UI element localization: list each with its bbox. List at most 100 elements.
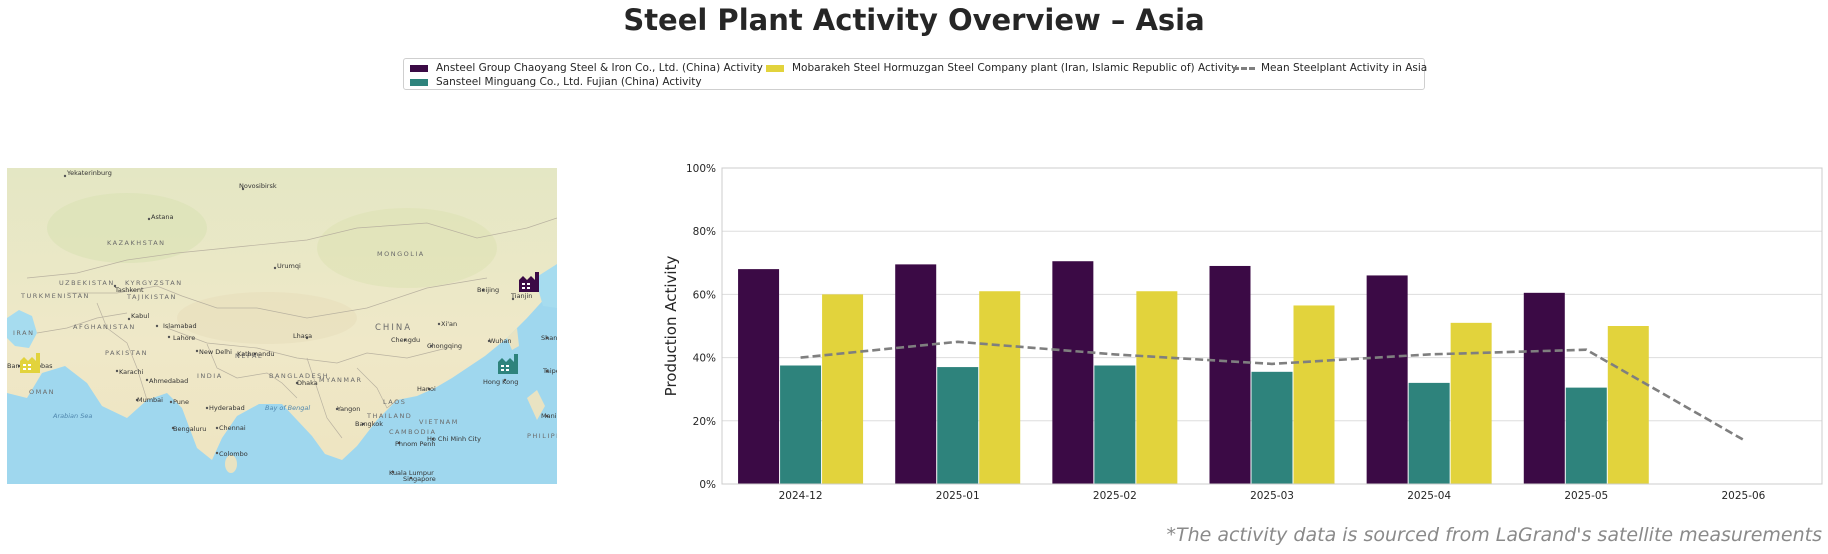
bar	[937, 367, 979, 484]
y-axis-label: Production Activity	[662, 256, 680, 397]
map-region-cambodia: CAMBODIA	[389, 428, 436, 436]
map-city-shanghai: Shanghai	[541, 334, 557, 342]
map-city-manila: Manila	[541, 412, 557, 420]
map-city-yekaterinburg: Yekaterinburg	[66, 169, 112, 177]
map-city-yangon: Yangon	[336, 405, 360, 413]
map-city-lhasa: Lhasa	[293, 332, 312, 340]
x-tick-label: 2025-01	[936, 490, 980, 502]
mean-line-layer	[800, 340, 1745, 441]
map-region-uzbekistan: UZBEKISTAN	[59, 279, 115, 287]
map-city-taipei: Taipei	[542, 367, 557, 375]
chart-legend: Ansteel Group Chaoyang Steel & Iron Co.,…	[403, 58, 1427, 90]
legend-item-mean: Mean Steelplant Activity in Asia	[1233, 61, 1427, 75]
map-region-kazakhstan: KAZAKHSTAN	[107, 239, 166, 247]
y-tick-label: 80%	[693, 226, 716, 238]
map-city-kuala-lumpur: Kuala Lumpur	[389, 469, 434, 477]
legend-item-sansteel: Sansteel Minguang Co., Ltd. Fujian (Chin…	[410, 75, 702, 89]
map-region-vietnam: VIETNAM	[419, 418, 459, 426]
map-city-lahore: Lahore	[173, 334, 195, 342]
x-tick-label: 2024-12	[779, 490, 823, 502]
bar	[1251, 371, 1293, 484]
map-city-new-delhi: New Delhi	[199, 348, 232, 356]
map-taiwan	[507, 328, 519, 350]
legend-item-ansteel: Ansteel Group Chaoyang Steel & Iron Co.,…	[410, 61, 763, 75]
map-city-pune: Pune	[173, 398, 189, 406]
y-tick-label: 60%	[693, 289, 716, 301]
bar	[1607, 326, 1649, 484]
bar	[1450, 322, 1492, 484]
map-caspian-sea	[7, 310, 37, 348]
factory-icon	[498, 354, 518, 374]
map-region-oman: OMAN	[29, 388, 55, 396]
map-city-chongqing: Chongqing	[427, 342, 462, 350]
map-city-colombo: Colombo	[219, 450, 248, 458]
map-city-wuhan: Wuhan	[489, 337, 512, 345]
mean-activity-line	[800, 340, 1745, 441]
map-city-ho-chi-minh: Ho Chi Minh City	[427, 435, 481, 443]
legend-swatch-mean	[1233, 66, 1255, 70]
map-city-tianjin: Tianjin	[510, 292, 532, 300]
bar	[1094, 365, 1136, 484]
bar	[780, 365, 822, 484]
asia-map: KAZAKHSTAN MONGOLIA UZBEKISTAN KYRGYZSTA…	[7, 168, 557, 484]
map-city-urumqi: Urumqi	[277, 262, 301, 270]
map-region-pakistan: PAKISTAN	[105, 349, 148, 357]
map-city-hong-kong: Hong Kong	[483, 378, 518, 386]
bar	[1136, 291, 1178, 484]
map-philippines	[527, 390, 545, 420]
y-tick-label: 100%	[686, 163, 716, 175]
legend-label-mean: Mean Steelplant Activity in Asia	[1261, 62, 1428, 74]
y-tick-label: 0%	[699, 479, 716, 491]
legend-swatch-sansteel	[410, 78, 428, 86]
map-region-iran: IRAN	[13, 329, 34, 337]
bar	[738, 269, 780, 484]
map-city-mumbai: Mumbai	[137, 396, 163, 404]
chart-bars	[738, 261, 1649, 484]
x-tick-label: 2025-06	[1721, 490, 1765, 502]
map-city-dhaka: Dhaka	[297, 379, 318, 387]
map-region-myanmar: MYANMAR	[319, 376, 362, 384]
legend-swatch-mobarakeh	[766, 64, 784, 72]
map-region-tajikistan: TAJIKISTAN	[126, 293, 177, 301]
map-region-india: INDIA	[197, 372, 223, 380]
map-city-chengdu: Chengdu	[391, 336, 420, 344]
plot-frame	[721, 167, 1823, 485]
map-city-ahmedabad: Ahmedabad	[149, 377, 188, 385]
y-tick-label: 40%	[693, 353, 716, 365]
bar	[895, 264, 937, 484]
legend-item-mobarakeh: Mobarakeh Steel Hormuzgan Steel Company …	[766, 61, 1237, 75]
bar	[822, 294, 864, 484]
map-city-novosibirsk: Novosibirsk	[239, 182, 277, 190]
y-tick-label: 20%	[693, 416, 716, 428]
y-axis: 0% 20% 40% 60% 80% 100%	[686, 163, 716, 491]
bar	[1565, 387, 1607, 484]
x-axis: 2024-12 2025-01 2025-02 2025-03 2025-04 2025-…	[779, 490, 1766, 502]
x-tick-label: 2025-02	[1093, 490, 1137, 502]
map-borders	[26, 217, 557, 439]
factory-icon	[20, 353, 40, 373]
bar	[1293, 305, 1335, 484]
page-title: Steel Plant Activity Overview – Asia	[623, 3, 1205, 37]
map-city-hyderabad: Hyderabad	[209, 404, 245, 412]
bar	[1209, 265, 1251, 484]
map-city-phnom-penh: Phnom Penh	[395, 440, 435, 448]
map-region-laos: LAOS	[383, 398, 406, 406]
map-region-thailand: THAILAND	[366, 412, 412, 420]
map-plateau	[177, 292, 357, 344]
map-city-tashkent: Tashkent	[114, 286, 144, 294]
x-tick-label: 2025-03	[1250, 490, 1294, 502]
map-city-xian: Xi'an	[441, 320, 457, 328]
map-region-mongolia: MONGOLIA	[377, 250, 425, 258]
bar	[1366, 275, 1408, 484]
map-city-bangkok: Bangkok	[355, 420, 383, 428]
map-region-nepal: NEPAL	[235, 352, 263, 360]
map-region-bangladesh: BANGLADESH	[269, 372, 329, 380]
map-city-beijing: Beijing	[477, 286, 499, 294]
map-steppe	[47, 193, 207, 263]
map-city-chennai: Chennai	[219, 424, 246, 432]
map-city-hanoi: Hanoi	[417, 385, 436, 393]
map-city-islamabad: Islamabad	[163, 322, 197, 330]
legend-label-sansteel: Sansteel Minguang Co., Ltd. Fujian (Chin…	[436, 76, 702, 88]
bar	[1408, 382, 1450, 484]
map-mongolia-tint	[317, 208, 497, 288]
